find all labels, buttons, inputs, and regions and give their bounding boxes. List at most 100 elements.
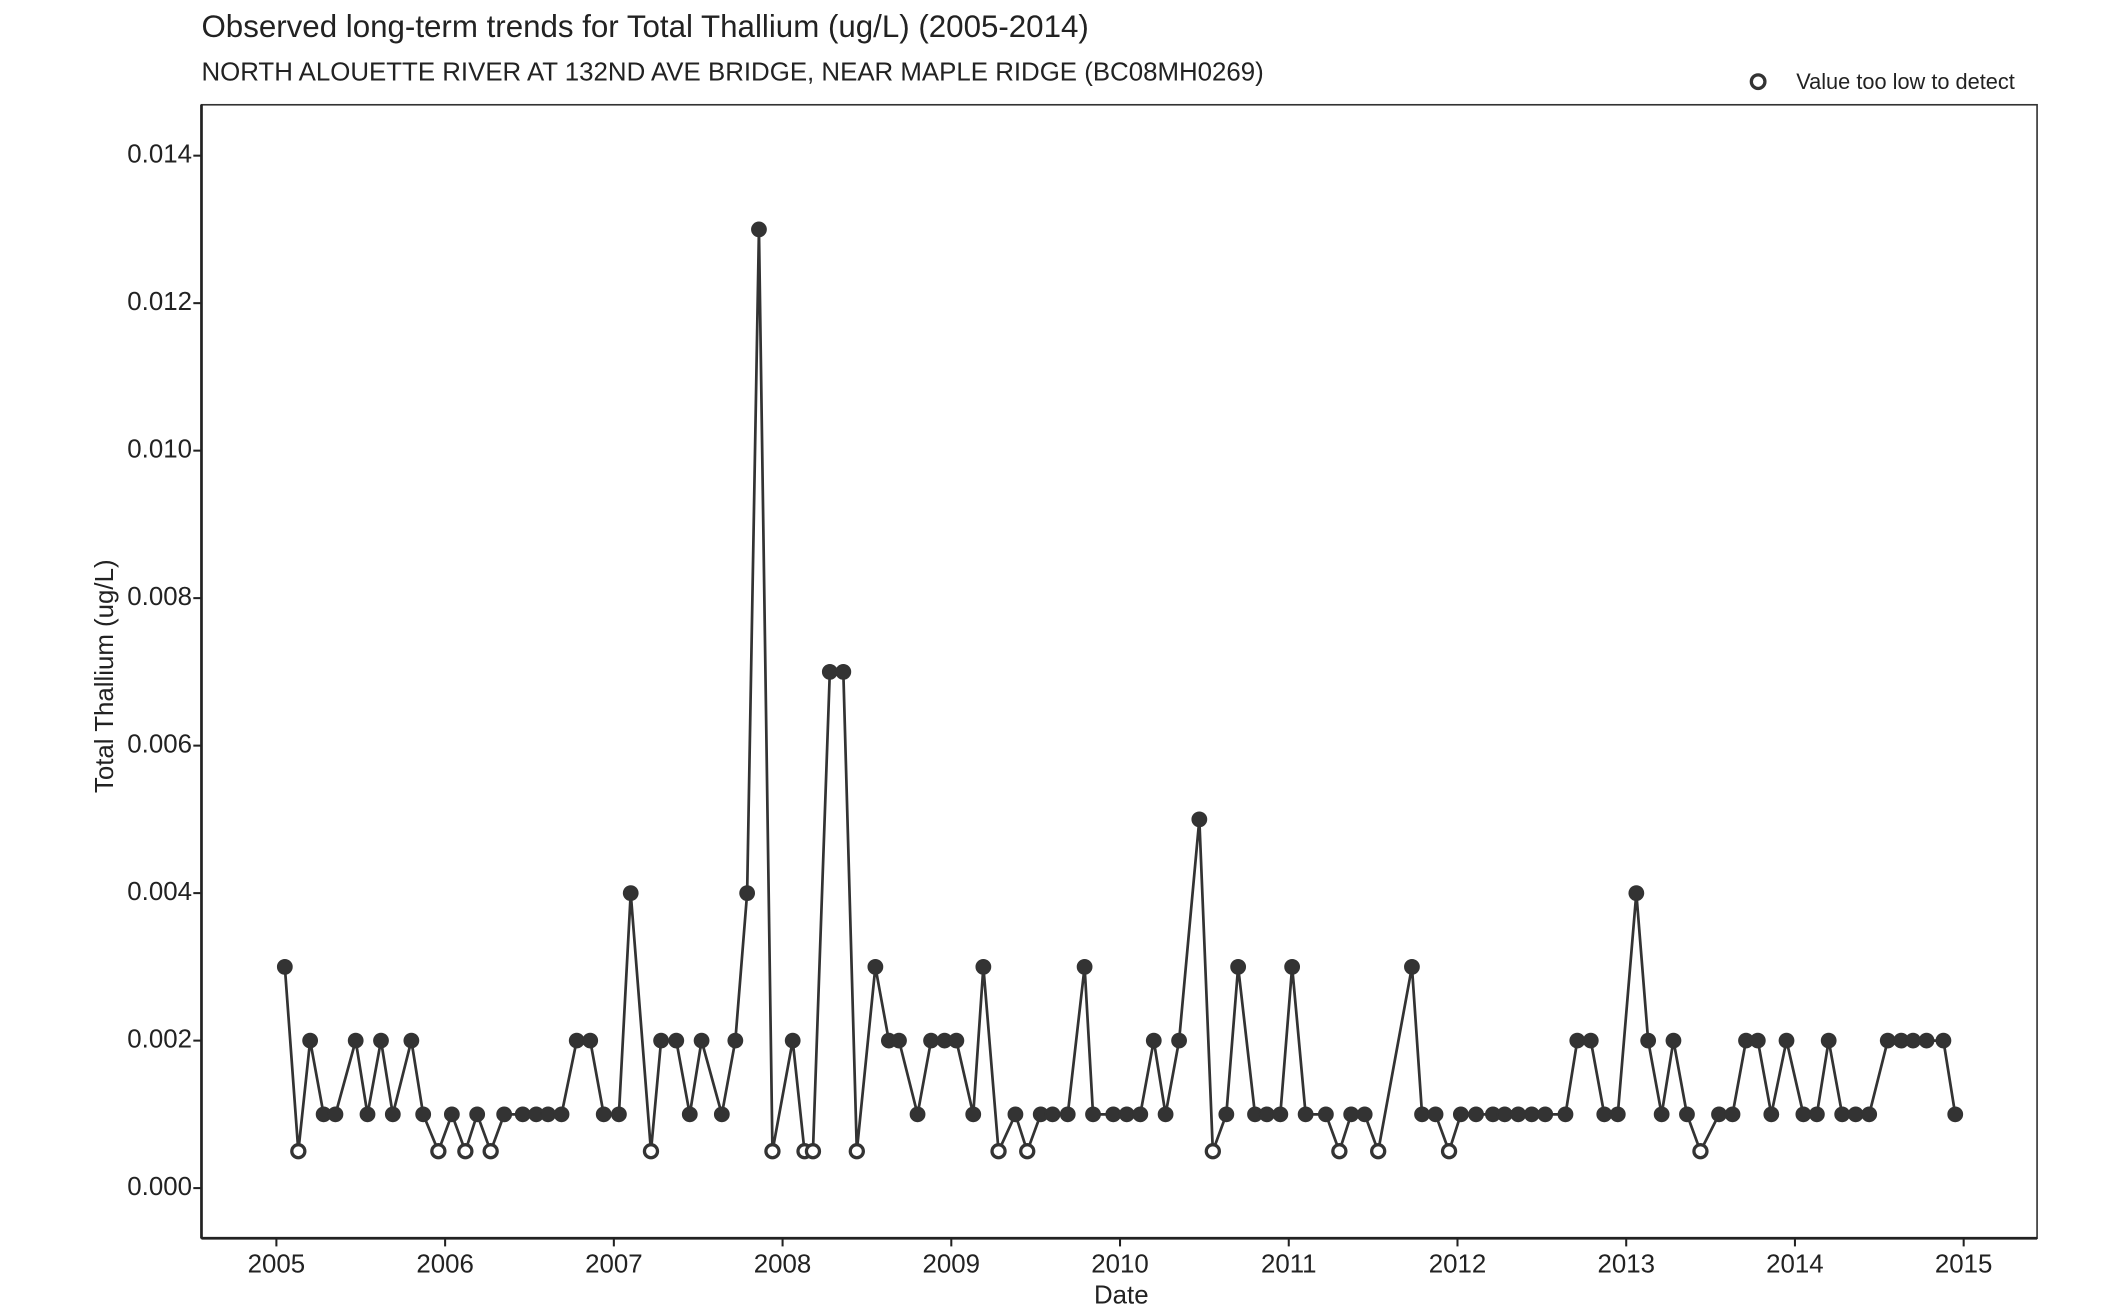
data-point — [713, 1106, 730, 1123]
data-point — [1724, 1106, 1741, 1123]
y-tick-label: 0.000 — [127, 1173, 192, 1201]
y-tick-label: 0.014 — [127, 140, 192, 168]
data-point — [975, 958, 992, 975]
data-point — [1007, 1106, 1024, 1123]
nondetect-point — [457, 1143, 474, 1160]
data-point — [1171, 1032, 1187, 1049]
x-tick-label: 2007 — [585, 1250, 643, 1278]
data-point — [1679, 1106, 1695, 1123]
data-point — [1596, 1106, 1613, 1123]
nondetect-point — [642, 1143, 660, 1160]
data-point — [867, 958, 884, 975]
x-tick-label: 2011 — [1261, 1250, 1317, 1278]
data-point — [1640, 1032, 1657, 1049]
data-point — [1935, 1032, 1952, 1049]
data-point — [327, 1106, 344, 1123]
nondetect-point — [1692, 1143, 1709, 1160]
data-point — [302, 1032, 319, 1049]
data-point — [1763, 1106, 1780, 1123]
data-point — [1847, 1106, 1864, 1123]
data-point — [891, 1032, 907, 1049]
data-point — [1795, 1106, 1812, 1123]
nondetect-point — [430, 1143, 447, 1160]
data-point — [1272, 1106, 1289, 1123]
legend-label: Value too low to detect — [1796, 69, 2015, 94]
nondetect-point — [482, 1143, 499, 1160]
data-point — [1105, 1106, 1122, 1123]
data-point — [1861, 1106, 1878, 1123]
data-point — [1297, 1106, 1314, 1123]
data-point — [469, 1106, 486, 1123]
data-point — [1879, 1032, 1896, 1049]
data-point — [496, 1106, 513, 1123]
data-point — [384, 1106, 401, 1123]
nondetect-point — [1204, 1143, 1221, 1160]
data-point — [693, 1032, 710, 1049]
data-point — [784, 1032, 801, 1049]
x-tick-label: 2009 — [923, 1250, 981, 1278]
data-point — [1085, 1106, 1101, 1123]
data-point — [622, 885, 639, 902]
data-point — [1191, 811, 1208, 828]
data-point — [359, 1106, 376, 1123]
data-point — [443, 1106, 460, 1123]
x-tick-label: 2006 — [416, 1250, 474, 1278]
data-point — [1628, 885, 1645, 902]
data-point — [1523, 1106, 1540, 1123]
nondetect-point — [764, 1143, 781, 1160]
legend-symbol — [1749, 73, 1767, 91]
data-point — [909, 1106, 926, 1123]
data-point — [1427, 1106, 1444, 1123]
chart-subtitle: NORTH ALOUETTE RIVER AT 132ND AVE BRIDGE… — [201, 58, 1263, 86]
chart-title: Observed long-term trends for Total Thal… — [201, 9, 1088, 44]
data-point — [1947, 1106, 1964, 1123]
data-point — [403, 1032, 420, 1049]
data-point — [1284, 958, 1301, 975]
nondetect-point — [1019, 1143, 1036, 1160]
data-point — [1557, 1106, 1574, 1123]
data-point — [1076, 958, 1093, 975]
data-point — [1537, 1106, 1554, 1123]
data-point — [1918, 1032, 1935, 1049]
x-tick-label: 2013 — [1597, 1250, 1655, 1278]
data-point — [821, 663, 838, 680]
data-point — [1317, 1106, 1334, 1123]
y-tick-label: 0.004 — [127, 878, 192, 906]
x-tick-label: 2014 — [1766, 1250, 1824, 1278]
nondetect-point — [804, 1143, 822, 1160]
data-point — [1230, 958, 1247, 975]
data-point — [1496, 1106, 1513, 1123]
data-point — [1569, 1032, 1586, 1049]
data-point — [1609, 1106, 1626, 1123]
data-point — [1778, 1032, 1795, 1049]
data-point — [1510, 1106, 1527, 1123]
data-point — [1820, 1032, 1837, 1049]
data-point — [1404, 958, 1420, 975]
data-point — [568, 1032, 585, 1049]
data-point — [923, 1032, 939, 1049]
data-point — [540, 1106, 556, 1123]
x-tick-label: 2015 — [1935, 1250, 1993, 1278]
nondetect-point — [1370, 1143, 1387, 1160]
data-point — [276, 958, 293, 975]
data-point — [1711, 1106, 1727, 1123]
data-point — [1118, 1106, 1135, 1123]
data-point — [582, 1032, 599, 1049]
data-point — [1665, 1032, 1682, 1049]
nondetect-point — [1440, 1143, 1458, 1160]
data-point — [1218, 1106, 1235, 1123]
x-tick-label: 2008 — [754, 1250, 812, 1278]
x-tick-label: 2010 — [1091, 1250, 1149, 1278]
data-point — [1343, 1106, 1360, 1123]
data-point — [681, 1106, 698, 1123]
nondetect-point — [848, 1143, 865, 1160]
data-point — [514, 1106, 531, 1123]
data-point — [965, 1106, 982, 1123]
data-point — [347, 1032, 364, 1049]
x-tick-label: 2012 — [1429, 1250, 1487, 1278]
data-point — [1452, 1106, 1469, 1123]
data-point — [1258, 1106, 1275, 1123]
data-point — [1132, 1106, 1149, 1123]
nondetect-point — [290, 1143, 307, 1160]
